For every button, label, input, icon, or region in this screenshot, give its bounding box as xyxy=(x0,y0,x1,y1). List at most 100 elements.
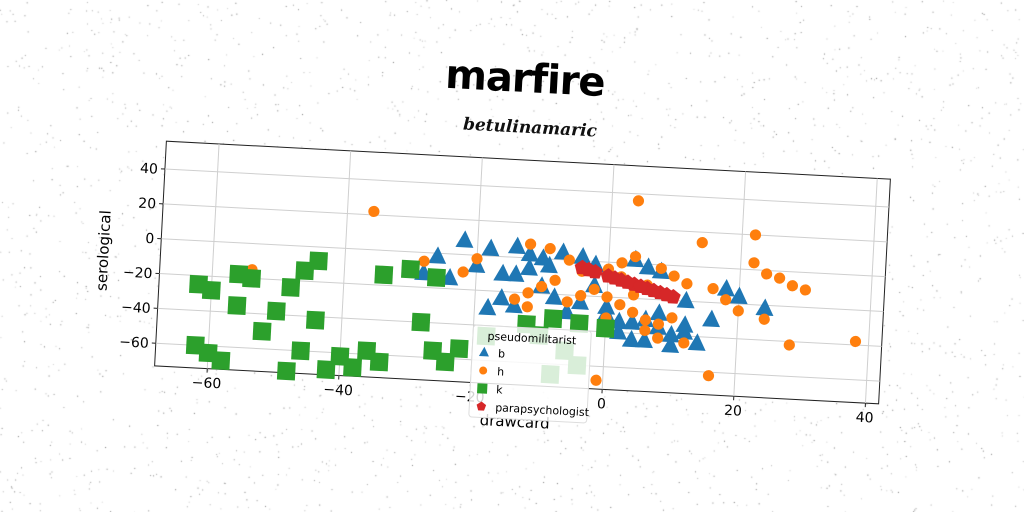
data-point-h xyxy=(524,238,537,250)
data-point-h xyxy=(629,250,642,263)
data-point-k xyxy=(201,280,221,300)
data-point-k xyxy=(185,335,205,355)
legend-label: b xyxy=(498,347,506,360)
data-point-k xyxy=(543,309,563,329)
legend-label: h xyxy=(497,365,505,378)
data-point-b xyxy=(649,303,668,321)
data-point-h xyxy=(544,243,556,255)
grid-line-y xyxy=(164,168,889,208)
data-point-h xyxy=(799,284,811,296)
data-point-k xyxy=(242,268,262,288)
data-point-k xyxy=(281,277,301,297)
data-point-h xyxy=(652,332,664,344)
data-point-b xyxy=(428,246,447,264)
data-point-h xyxy=(696,237,708,249)
y-tick-label: −20 xyxy=(122,265,152,283)
data-point-b xyxy=(481,238,500,257)
grid-line-x xyxy=(338,150,352,376)
x-tick-label: 0 xyxy=(597,396,607,412)
data-point-b xyxy=(539,255,558,274)
data-point-h xyxy=(707,282,719,295)
y-tick-label: −60 xyxy=(119,334,149,352)
data-point-b xyxy=(544,287,563,305)
y-tick-label: 0 xyxy=(145,231,155,247)
data-point-b xyxy=(455,230,474,248)
data-point-h xyxy=(720,294,732,306)
data-point-b xyxy=(507,236,526,255)
data-point-b xyxy=(506,264,525,282)
data-point-b xyxy=(491,288,510,306)
data-point-h xyxy=(702,370,715,382)
data-point-h xyxy=(601,291,613,303)
data-point-parapsychologist xyxy=(659,286,675,302)
data-point-h xyxy=(749,229,762,241)
data-point-b xyxy=(716,278,735,297)
data-point-k xyxy=(309,251,328,271)
data-point-b xyxy=(478,297,497,316)
data-point-b xyxy=(519,258,538,276)
data-point-h xyxy=(563,254,575,266)
data-point-k xyxy=(316,360,336,380)
data-point-h xyxy=(549,274,561,286)
data-point-parapsychologist xyxy=(646,282,662,298)
data-point-k xyxy=(401,259,420,279)
y-axis-label: serological xyxy=(92,210,114,292)
data-point-h xyxy=(732,305,744,317)
data-point-h xyxy=(639,314,652,326)
data-point-k xyxy=(227,296,247,316)
data-point-parapsychologist xyxy=(633,278,649,294)
data-point-h xyxy=(614,299,626,311)
data-point-h xyxy=(616,257,628,269)
data-point-parapsychologist xyxy=(581,261,597,277)
data-point-b xyxy=(687,333,706,351)
data-point-k xyxy=(374,265,394,285)
data-point-b xyxy=(634,330,653,349)
legend-marker-k xyxy=(476,383,488,394)
data-point-b xyxy=(661,324,680,343)
y-tick-label: 20 xyxy=(138,196,157,213)
data-point-h xyxy=(668,270,680,282)
data-point-h xyxy=(681,278,693,290)
data-point-h xyxy=(508,293,521,305)
grid-line-y xyxy=(163,203,888,243)
data-point-b xyxy=(676,290,695,309)
data-point-h xyxy=(758,313,770,325)
legend-marker-b xyxy=(478,346,489,357)
data-point-h xyxy=(666,312,678,324)
data-point-k xyxy=(305,310,325,330)
data-point-b xyxy=(675,315,694,333)
data-point-h xyxy=(521,301,533,313)
data-point-b xyxy=(702,309,721,328)
data-point-h xyxy=(535,280,548,293)
data-point-h xyxy=(368,205,380,218)
data-point-h xyxy=(588,283,600,295)
x-tick-label: 20 xyxy=(724,403,743,420)
data-point-h xyxy=(786,280,799,292)
data-point-h xyxy=(632,195,645,207)
data-point-h xyxy=(655,262,667,275)
data-point-h xyxy=(783,339,795,351)
legend-box xyxy=(468,324,592,424)
data-point-h xyxy=(774,272,786,284)
data-point-k xyxy=(426,268,446,288)
data-point-h xyxy=(575,290,587,302)
data-point-b xyxy=(573,246,592,265)
data-point-b xyxy=(638,257,657,275)
data-point-h xyxy=(627,306,639,318)
data-point-h xyxy=(590,374,602,386)
data-point-h xyxy=(761,268,773,280)
data-point-h xyxy=(748,257,760,269)
grid-line-x xyxy=(206,143,220,369)
data-point-k xyxy=(252,321,272,341)
data-point-b xyxy=(729,286,748,305)
data-point-k xyxy=(411,312,431,332)
data-point-h xyxy=(652,318,664,330)
data-point-h xyxy=(639,324,651,337)
data-point-k xyxy=(266,301,286,321)
data-point-b xyxy=(755,298,774,316)
data-point-b xyxy=(520,244,539,262)
